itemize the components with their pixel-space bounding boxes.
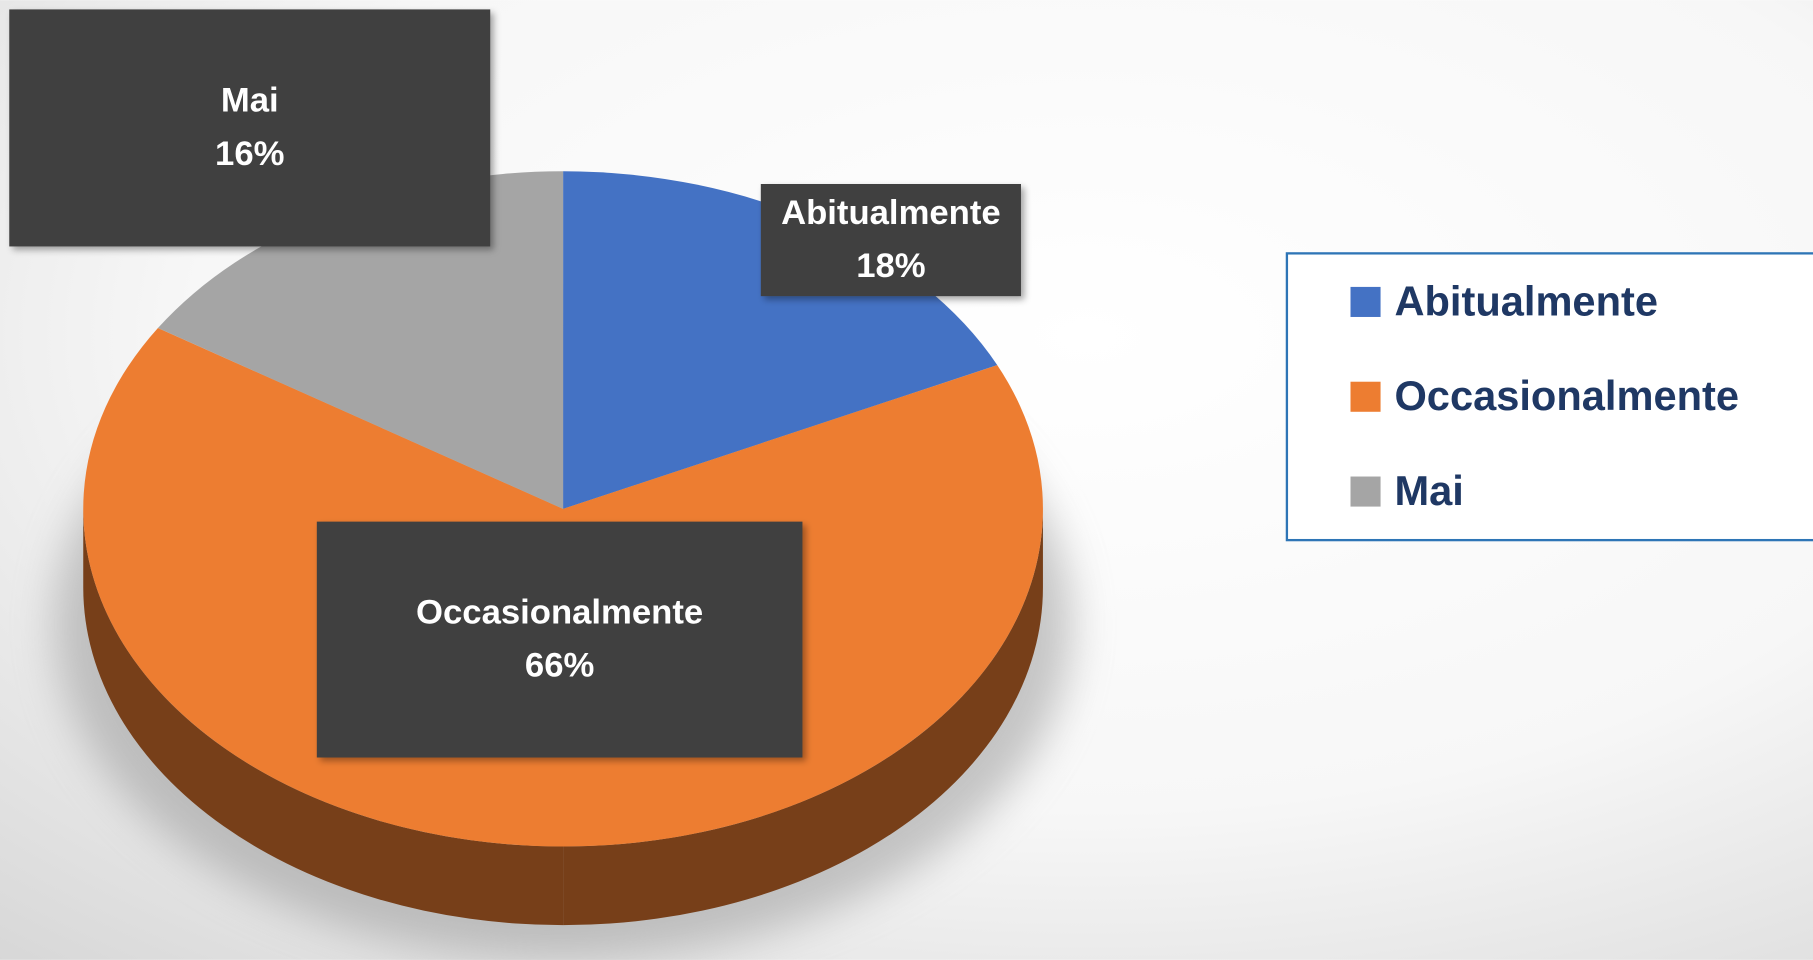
data-label-value: 18% xyxy=(856,247,925,285)
slice xyxy=(157,171,564,509)
legend: Abitualmente Occasionalmente Mai xyxy=(1350,277,1739,514)
slice xyxy=(563,171,998,509)
legend-label: Occasionalmente xyxy=(1394,372,1739,419)
data-label-category: Occasionalmente xyxy=(416,593,703,631)
legend-swatch xyxy=(1350,286,1381,317)
legend-label: Mai xyxy=(1394,467,1463,514)
slice-side xyxy=(83,508,564,926)
data-label-box xyxy=(9,9,491,247)
slice-side xyxy=(563,508,1043,926)
data-labels: Abitualmente 18% Occasionalmente 66% Mai 16% xyxy=(9,9,1021,758)
data-label-box xyxy=(760,184,1021,297)
legend-swatch xyxy=(1350,381,1381,412)
data-label-value: 66% xyxy=(525,646,594,684)
data-label-category: Abitualmente xyxy=(781,194,1001,232)
legend-swatch xyxy=(1350,476,1381,507)
legend-label: Abitualmente xyxy=(1394,277,1658,324)
data-label-value: 16% xyxy=(215,135,284,173)
data-label-box xyxy=(316,521,803,758)
data-label-category: Mai xyxy=(221,82,279,120)
